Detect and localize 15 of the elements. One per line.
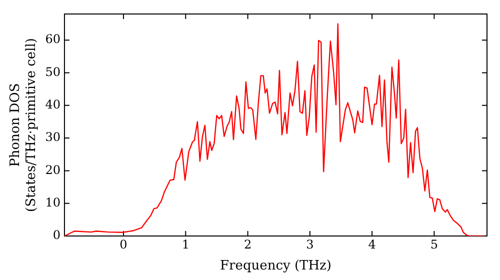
x-tick-label: 4 xyxy=(368,237,376,252)
y-tick-label: 60 xyxy=(45,32,60,46)
y-axis-title: Phonon DOS (States/THz·primitive cell) xyxy=(8,38,39,212)
y-tick-label: 20 xyxy=(45,162,60,177)
x-tick-label: 1 xyxy=(182,237,190,252)
x-tick-label: 3 xyxy=(306,237,314,252)
y-tick-label: 40 xyxy=(45,98,60,112)
x-tick-label: 5 xyxy=(430,237,438,252)
x-tick-label: 0 xyxy=(120,237,128,252)
y-tick-label: 10 xyxy=(45,195,60,210)
y-tick-label: 30 xyxy=(45,130,60,144)
x-axis-title: Frequency (THz) xyxy=(220,258,332,274)
y-tick-label: 0 xyxy=(52,228,60,242)
x-tick-label: 2 xyxy=(244,237,252,252)
y-tick-label: 50 xyxy=(45,64,60,79)
